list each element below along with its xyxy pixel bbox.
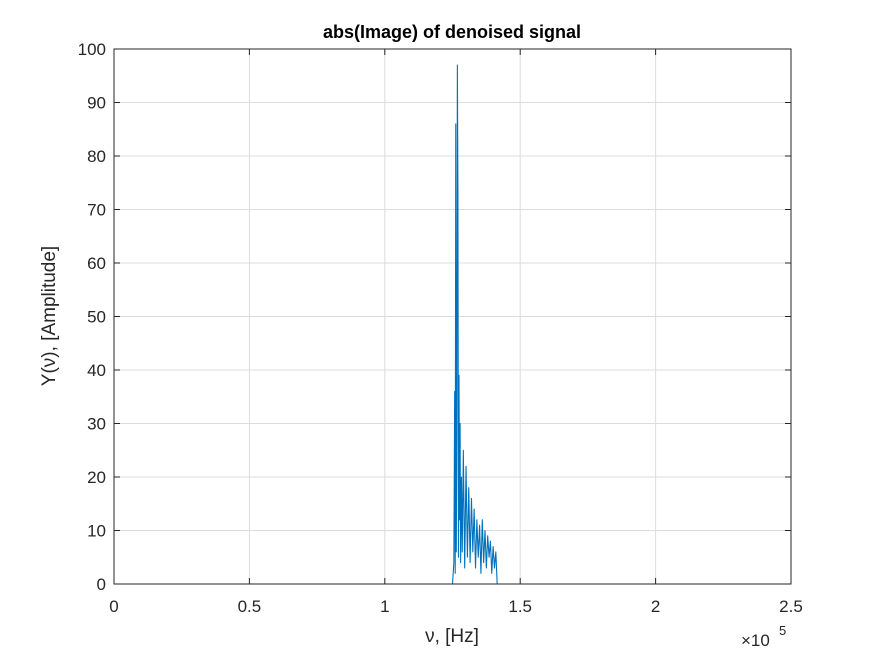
x-tick-label: 1.5 [508,597,532,616]
y-tick-label: 0 [97,575,106,594]
series-line-0 [114,64,791,585]
y-tick-label: 60 [87,254,106,273]
series-layer [114,64,791,585]
x-axis-exponent-power: 5 [779,623,786,638]
y-tick-label: 50 [87,308,106,327]
y-tick-label: 80 [87,147,106,166]
y-tick-label: 90 [87,94,106,113]
y-tick-label: 20 [87,468,106,487]
y-tick-label: 10 [87,522,106,541]
y-axis-label: Y(ν), [Amplitude] [39,246,60,386]
x-tick-label: 0.5 [238,597,262,616]
x-axis-exponent-base: ×10 [741,631,770,650]
x-tick-label: 2.5 [779,597,803,616]
y-tick-label: 30 [87,415,106,434]
y-tick-label: 70 [87,201,106,220]
x-tick-label: 2 [651,597,660,616]
x-tick-label: 0 [109,597,118,616]
ticks [113,48,792,585]
chart-title: abs(Image) of denoised signal [323,22,581,42]
y-tick-label: 40 [87,361,106,380]
y-tick-label: 100 [78,40,106,59]
x-tick-label: 1 [380,597,389,616]
x-axis-label: ν, [Hz] [425,626,479,647]
tick-labels: 0 0.5 1 1.5 2 2.5 0 10 20 30 40 50 60 70 80 90 100 [78,40,803,616]
